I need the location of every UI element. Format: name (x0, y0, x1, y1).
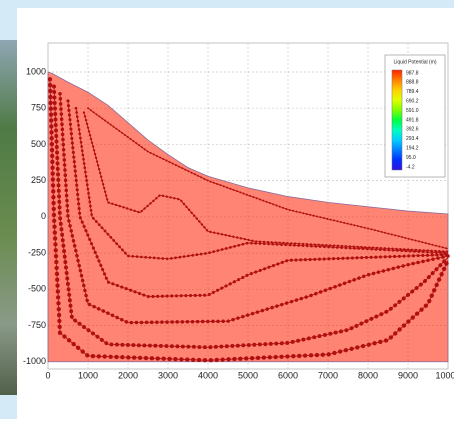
x-tick-label: 9000 (398, 370, 418, 380)
x-tick-label: 1000 (78, 370, 98, 380)
x-tick-label: 7000 (318, 370, 338, 380)
legend-label: 987.8 (406, 70, 419, 76)
domain (47, 71, 449, 363)
legend-label: 491.8 (406, 117, 419, 123)
flow-beads (52, 84, 450, 350)
legend-label: 591.0 (406, 108, 419, 114)
flow-beads (82, 111, 450, 253)
y-tick-label: 1000 (26, 66, 46, 76)
legend-label: 690.2 (406, 99, 419, 105)
colorbar (391, 69, 403, 171)
photo-strip (0, 40, 18, 395)
y-tick-label: -1000 (23, 356, 46, 366)
x-tick-label: 4000 (198, 370, 218, 380)
y-tick-label: 500 (31, 139, 46, 149)
y-tick-label: -250 (28, 247, 46, 257)
flow-beads (47, 77, 451, 363)
x-tick-label: 5000 (238, 370, 258, 380)
y-tick-label: -500 (28, 284, 46, 294)
x-tick-label: 8000 (358, 370, 378, 380)
legend-label: -4.2 (406, 164, 415, 170)
flow-beads (66, 99, 450, 299)
x-tick-label: 0 (45, 370, 50, 380)
y-tick-label: 750 (31, 103, 46, 113)
x-tick-label: 6000 (278, 370, 298, 380)
legend-label: 293.4 (406, 136, 419, 142)
flow-beads (74, 106, 450, 261)
flow-beads (87, 107, 449, 250)
x-tick-label: 10000 (435, 370, 454, 380)
legend-label: 888.8 (406, 80, 419, 86)
legend-title: Liquid Potential (m) (393, 59, 436, 65)
y-tick-label: 250 (31, 175, 46, 185)
legend-label: 95.0 (406, 155, 416, 161)
y-tick-label: -750 (28, 320, 46, 330)
legend-label: 789.4 (406, 89, 419, 95)
x-tick-label: 3000 (158, 370, 178, 380)
legend-label: 392.6 (406, 127, 419, 133)
legend-label: 194.2 (406, 146, 419, 152)
x-tick-label: 2000 (118, 370, 138, 380)
y-tick-label: 0 (41, 211, 46, 221)
flow-beads (58, 91, 450, 325)
